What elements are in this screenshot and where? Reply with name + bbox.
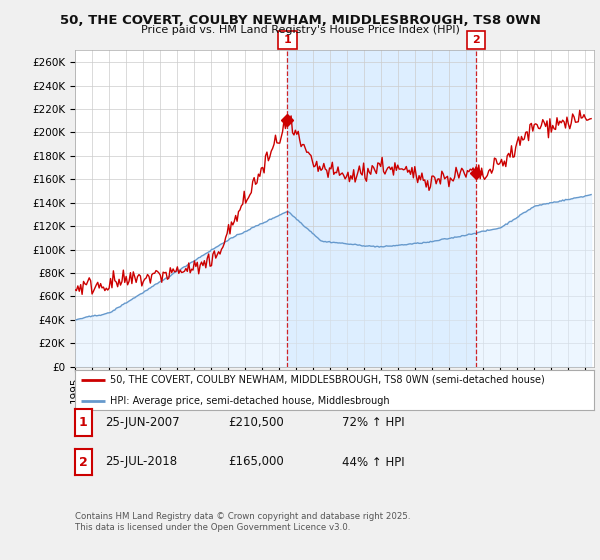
Text: 44% ↑ HPI: 44% ↑ HPI [342, 455, 404, 469]
Text: 72% ↑ HPI: 72% ↑ HPI [342, 416, 404, 430]
Text: HPI: Average price, semi-detached house, Middlesbrough: HPI: Average price, semi-detached house,… [110, 396, 390, 406]
Text: 50, THE COVERT, COULBY NEWHAM, MIDDLESBROUGH, TS8 0WN: 50, THE COVERT, COULBY NEWHAM, MIDDLESBR… [59, 14, 541, 27]
Text: £210,500: £210,500 [228, 416, 284, 430]
Text: 2: 2 [79, 455, 88, 469]
FancyBboxPatch shape [467, 31, 485, 49]
FancyBboxPatch shape [278, 31, 297, 49]
Text: 1: 1 [79, 416, 88, 430]
Text: Contains HM Land Registry data © Crown copyright and database right 2025.
This d: Contains HM Land Registry data © Crown c… [75, 512, 410, 532]
Text: £165,000: £165,000 [228, 455, 284, 469]
Text: 2: 2 [472, 35, 480, 45]
Text: 1: 1 [283, 35, 291, 45]
Bar [287, 50, 476, 367]
Text: 25-JUL-2018: 25-JUL-2018 [105, 455, 177, 469]
Text: 50, THE COVERT, COULBY NEWHAM, MIDDLESBROUGH, TS8 0WN (semi-detached house): 50, THE COVERT, COULBY NEWHAM, MIDDLESBR… [110, 375, 545, 385]
Text: 25-JUN-2007: 25-JUN-2007 [105, 416, 179, 430]
Text: Price paid vs. HM Land Registry's House Price Index (HPI): Price paid vs. HM Land Registry's House … [140, 25, 460, 35]
